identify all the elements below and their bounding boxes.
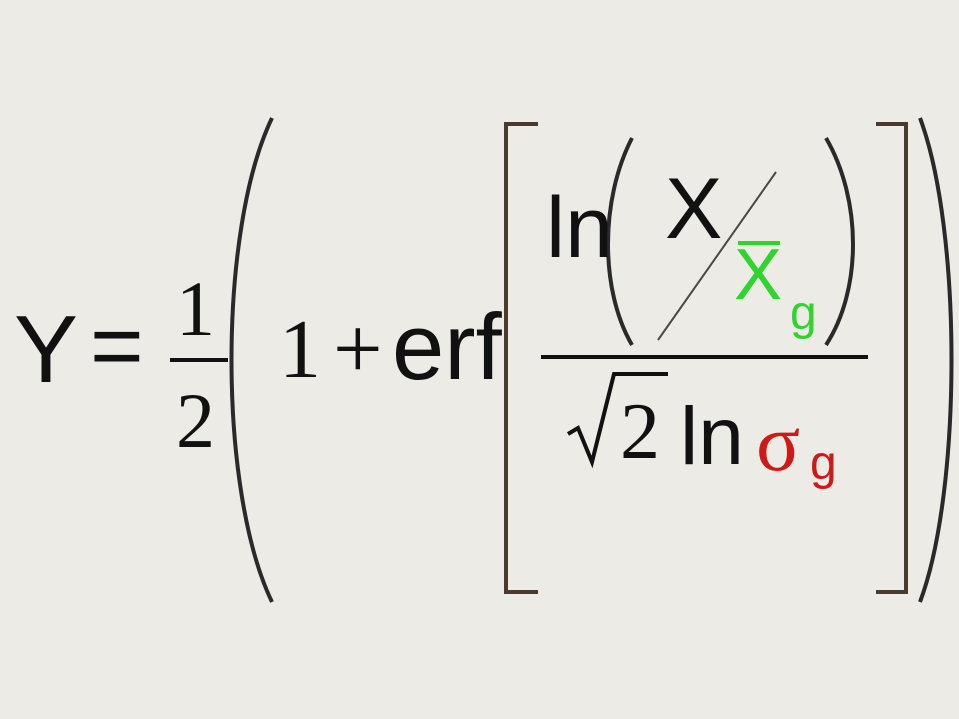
variable-x: X (665, 161, 723, 257)
half-numerator: 1 (176, 265, 215, 352)
sigma-subscript-g: g (810, 437, 837, 490)
inner-right-paren (824, 136, 855, 347)
equals-sign: = (90, 295, 144, 397)
erf-function: erf (392, 294, 502, 399)
sqrt-argument-two: 2 (620, 388, 660, 476)
plus-sign: + (333, 301, 383, 398)
constant-one: 1 (279, 303, 321, 396)
variable-xbar: X (734, 235, 783, 315)
sigma-symbol: σ (756, 397, 801, 488)
xbar-subscript-g: g (790, 287, 817, 340)
sqrt-radical (566, 372, 668, 469)
ln-numerator: ln (546, 180, 613, 276)
ln-denominator: ln (680, 391, 744, 482)
lhs-variable-y: Y (14, 296, 79, 403)
outer-left-paren (229, 117, 274, 603)
ratio-slash (657, 171, 777, 341)
left-bracket (504, 122, 538, 594)
outer-right-paren (918, 117, 954, 603)
right-bracket (876, 122, 908, 594)
half-denominator: 2 (176, 377, 215, 464)
inner-left-paren (606, 137, 634, 347)
